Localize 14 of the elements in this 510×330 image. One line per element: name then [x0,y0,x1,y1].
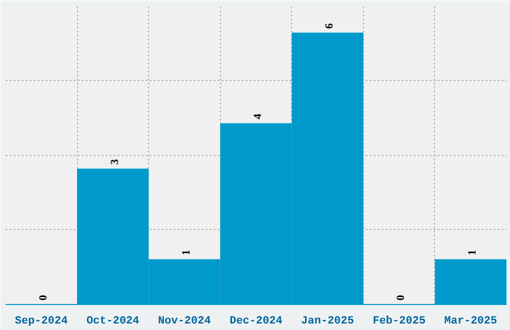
x-tick-label: Dec-2024 [230,316,283,328]
x-tick-label: Feb-2025 [372,316,426,328]
x-tick-label: Sep-2024 [14,316,68,328]
x-tick-label: Oct-2024 [86,316,140,328]
x-tick-label: Nov-2024 [158,316,212,328]
data-label: 0 [395,294,408,300]
data-label: 1 [180,250,192,256]
x-tick-label: Jan-2025 [301,316,354,328]
data-label: 1 [466,250,479,256]
x-tick-label: Mar-2025 [444,316,498,328]
data-label: 3 [108,158,121,165]
data-label: 0 [37,294,50,300]
data-label: 6 [324,22,336,29]
data-label: 4 [252,113,264,120]
